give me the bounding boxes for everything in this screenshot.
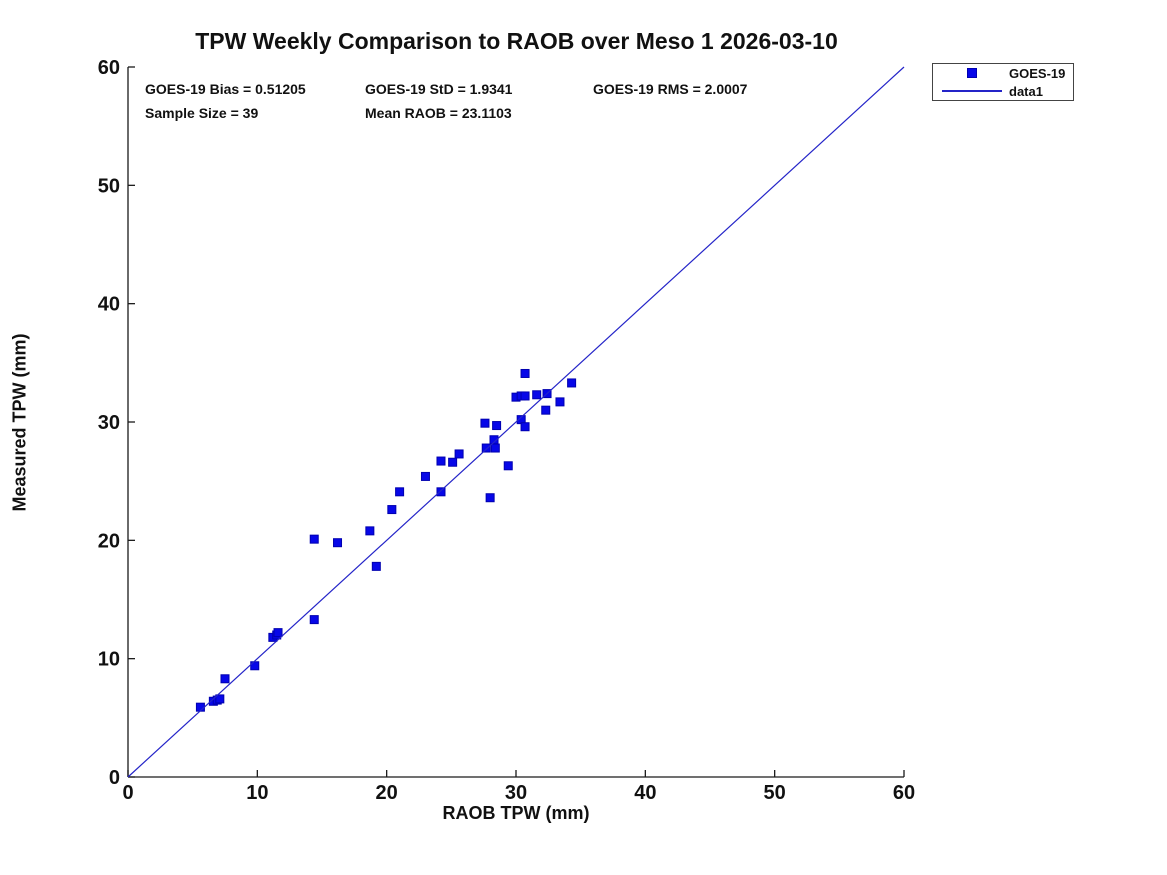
data-point-marker [333,538,343,548]
x-axis-label: RAOB TPW (mm) [442,803,590,823]
y-tick-label: 10 [98,649,120,671]
data-point-marker [492,421,502,431]
data-point-marker [454,449,464,459]
legend-entry-goes19: GOES-19 [933,64,1073,82]
stat-sample-size-text: Sample Size = 39 [145,105,259,121]
data-point-marker [480,418,490,428]
x-tick-label: 60 [893,782,915,804]
data-point-marker [555,397,565,407]
chart-title: TPW Weekly Comparison to RAOB over Meso … [195,28,838,54]
data-point-marker [436,456,446,466]
data-point-marker [481,443,491,453]
data-point-marker [520,422,530,432]
data-point-marker [485,493,495,503]
x-tick-label: 10 [246,782,268,804]
data-point-marker [490,443,500,453]
y-axis-label: Measured TPW (mm) [9,333,30,512]
y-tick-label: 0 [109,767,120,789]
legend-entry-data1: data1 [933,82,1073,100]
data-point-marker [273,628,283,638]
data-point-marker [215,694,225,704]
data-point-marker [220,674,230,684]
data-point-marker [520,368,530,378]
data-point-marker [567,378,577,388]
data-point-marker [395,487,405,497]
data-point-marker [420,471,430,481]
x-tick-label: 40 [634,782,656,804]
legend-swatch-area [933,82,1009,100]
stat-std-text: GOES-19 StD = 1.9341 [365,81,513,97]
x-tick-label: 20 [376,782,398,804]
identity-line [127,66,905,778]
data-point-marker [532,390,542,400]
data-point-marker [365,526,375,536]
stat-bias-text: GOES-19 Bias = 0.51205 [145,81,306,97]
data-point-marker [436,487,446,497]
x-tick-label: 0 [122,782,133,804]
line-sample-icon [942,90,1002,92]
y-tick-label: 20 [98,530,120,552]
data-point-marker [503,461,513,471]
legend-swatch-area [933,64,1009,82]
legend-label: data1 [1009,83,1043,99]
data-point-marker [541,405,551,415]
y-tick-label: 30 [98,412,120,434]
legend-box: GOES-19 data1 [932,63,1074,101]
x-tick-label: 50 [764,782,786,804]
square-marker-icon [967,68,977,78]
data-point-marker [309,615,319,625]
data-point-marker [387,505,397,515]
y-tick-label: 50 [98,175,120,197]
data-point-marker [309,534,319,544]
data-point-marker [371,561,381,571]
data-point-marker [448,457,458,467]
y-tick-label: 60 [98,57,120,79]
stat-rms-text: GOES-19 RMS = 2.0007 [593,81,748,97]
legend-label: GOES-19 [1009,65,1066,81]
x-tick-label: 30 [505,782,527,804]
y-tick-label: 40 [98,294,120,316]
data-point-marker [520,391,530,401]
stat-mean-raob-text: Mean RAOB = 23.1103 [365,105,512,121]
